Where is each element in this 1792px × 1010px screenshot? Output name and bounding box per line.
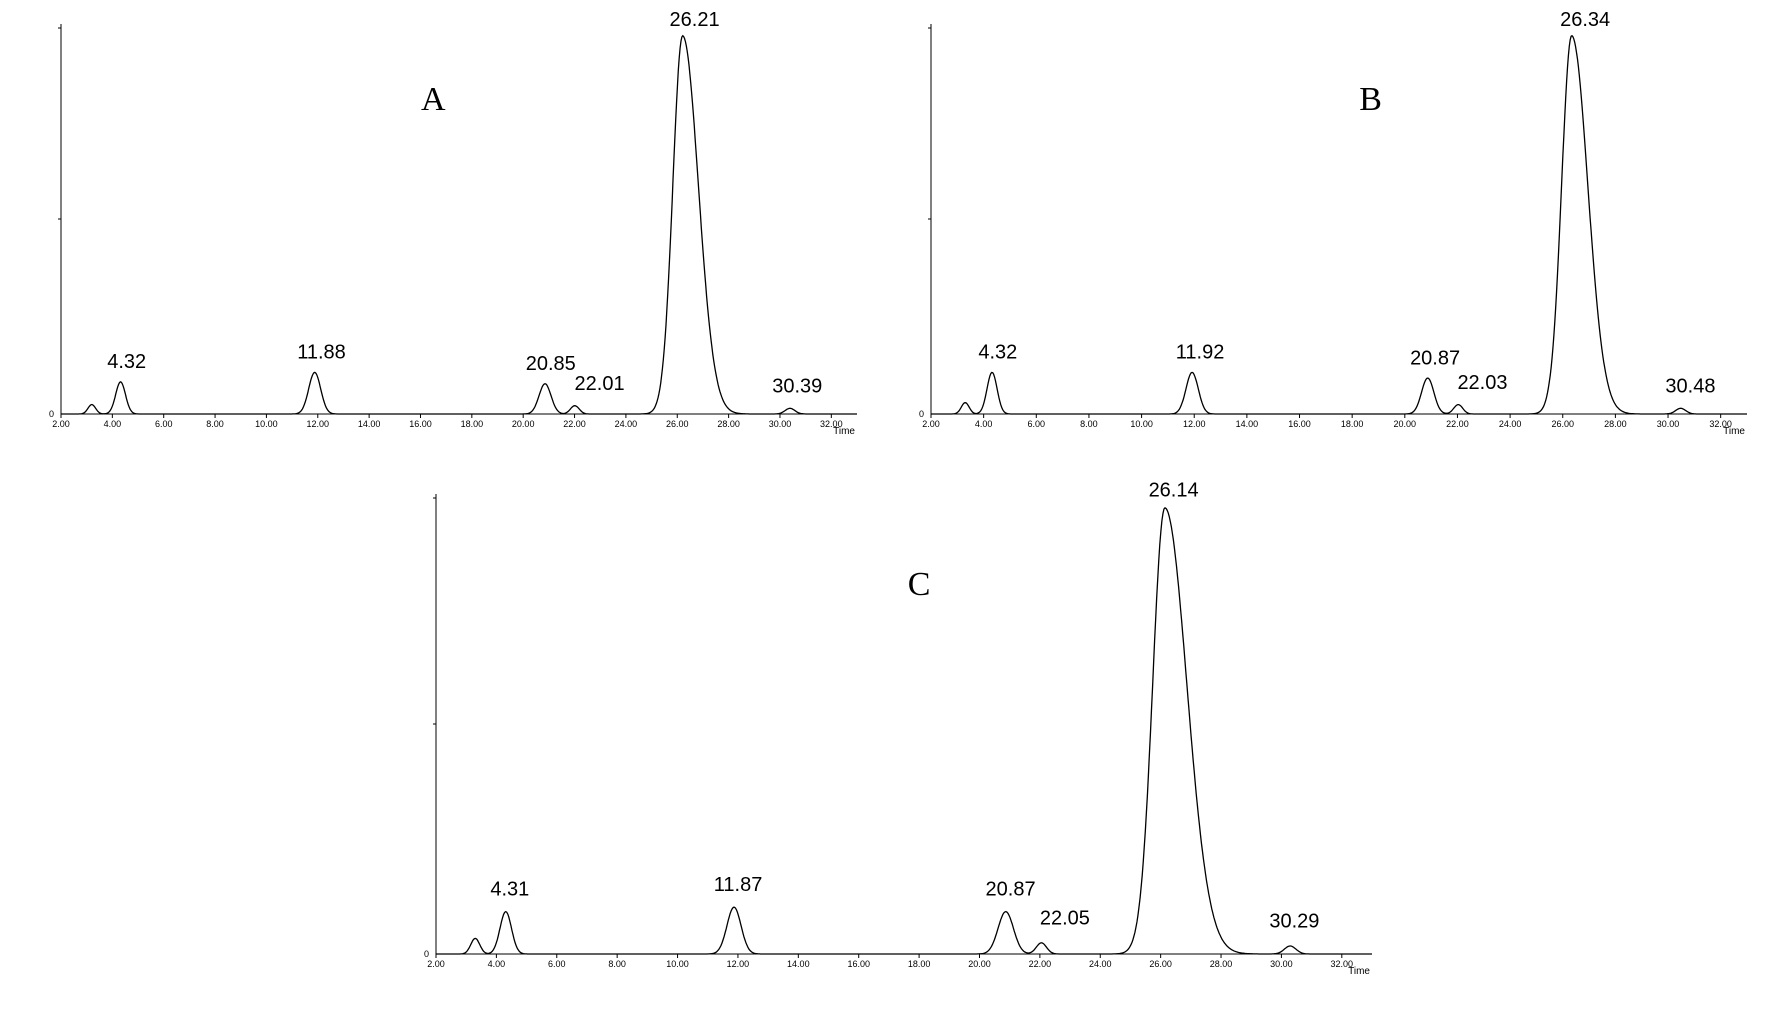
svg-text:11.88: 11.88 bbox=[297, 342, 346, 364]
svg-text:A: A bbox=[421, 81, 446, 118]
svg-text:4.32: 4.32 bbox=[978, 342, 1017, 364]
svg-text:22.00: 22.00 bbox=[1029, 959, 1052, 969]
svg-text:4.32: 4.32 bbox=[107, 351, 146, 373]
panel-b: 0 2.00 4.00 6.00 8.00 10.00 12.00 14.00 16.00 18… bbox=[905, 10, 1755, 440]
svg-text:6.00: 6.00 bbox=[548, 959, 566, 969]
svg-text:Time: Time bbox=[1723, 426, 1745, 437]
svg-text:20.87: 20.87 bbox=[986, 879, 1036, 901]
svg-text:11.87: 11.87 bbox=[714, 874, 763, 896]
svg-text:18.00: 18.00 bbox=[908, 959, 931, 969]
svg-text:B: B bbox=[1359, 81, 1382, 118]
svg-text:10.00: 10.00 bbox=[1130, 419, 1153, 429]
svg-text:6.00: 6.00 bbox=[1028, 419, 1046, 429]
chromatogram-figure: 0 2.00 4.00 6.00 8.00 10.00 12.00 14.00 16.00 18… bbox=[0, 0, 1792, 1010]
svg-text:20.00: 20.00 bbox=[1394, 419, 1417, 429]
svg-text:14.00: 14.00 bbox=[787, 959, 810, 969]
svg-text:0: 0 bbox=[919, 409, 924, 419]
svg-text:12.00: 12.00 bbox=[1183, 419, 1206, 429]
svg-text:14.00: 14.00 bbox=[358, 419, 381, 429]
svg-text:18.00: 18.00 bbox=[461, 419, 484, 429]
svg-text:14.00: 14.00 bbox=[1236, 419, 1259, 429]
svg-text:10.00: 10.00 bbox=[666, 959, 689, 969]
svg-text:26.21: 26.21 bbox=[670, 10, 720, 31]
chromatogram-trace bbox=[436, 508, 1372, 954]
svg-text:16.00: 16.00 bbox=[1288, 419, 1311, 429]
svg-text:22.05: 22.05 bbox=[1040, 907, 1090, 929]
svg-text:30.00: 30.00 bbox=[1270, 959, 1293, 969]
svg-text:12.00: 12.00 bbox=[307, 419, 330, 429]
svg-text:22.00: 22.00 bbox=[563, 419, 586, 429]
svg-text:8.00: 8.00 bbox=[1080, 419, 1098, 429]
svg-text:16.00: 16.00 bbox=[409, 419, 432, 429]
chromatogram-panel-a: 0 2.00 4.00 6.00 8.00 10.00 12.00 14.00 16.00 18… bbox=[35, 10, 865, 440]
svg-text:2.00: 2.00 bbox=[427, 959, 445, 969]
svg-text:26.00: 26.00 bbox=[1149, 959, 1172, 969]
svg-text:18.00: 18.00 bbox=[1341, 419, 1364, 429]
svg-text:4.00: 4.00 bbox=[488, 959, 506, 969]
svg-text:2.00: 2.00 bbox=[52, 419, 70, 429]
svg-text:C: C bbox=[908, 566, 931, 603]
svg-text:4.31: 4.31 bbox=[490, 879, 529, 901]
svg-text:16.00: 16.00 bbox=[847, 959, 870, 969]
svg-text:26.14: 26.14 bbox=[1149, 480, 1199, 501]
svg-text:24.00: 24.00 bbox=[1499, 419, 1522, 429]
svg-text:22.01: 22.01 bbox=[575, 373, 625, 395]
svg-text:20.00: 20.00 bbox=[968, 959, 991, 969]
svg-text:22.00: 22.00 bbox=[1446, 419, 1469, 429]
panel-c: 0 2.00 4.00 6.00 8.00 10.00 12.00 14.00 16.00 18… bbox=[410, 480, 1380, 980]
svg-text:30.48: 30.48 bbox=[1665, 376, 1715, 398]
svg-text:26.00: 26.00 bbox=[666, 419, 689, 429]
svg-text:0: 0 bbox=[424, 949, 429, 959]
svg-text:Time: Time bbox=[833, 426, 855, 437]
svg-text:20.87: 20.87 bbox=[1410, 347, 1460, 369]
svg-text:8.00: 8.00 bbox=[608, 959, 626, 969]
svg-text:12.00: 12.00 bbox=[727, 959, 750, 969]
svg-text:28.00: 28.00 bbox=[1604, 419, 1627, 429]
svg-text:2.00: 2.00 bbox=[922, 419, 940, 429]
svg-text:28.00: 28.00 bbox=[717, 419, 740, 429]
svg-text:20.00: 20.00 bbox=[512, 419, 535, 429]
svg-text:8.00: 8.00 bbox=[206, 419, 224, 429]
svg-text:4.00: 4.00 bbox=[975, 419, 993, 429]
svg-text:6.00: 6.00 bbox=[155, 419, 173, 429]
svg-text:26.00: 26.00 bbox=[1551, 419, 1574, 429]
svg-text:10.00: 10.00 bbox=[255, 419, 278, 429]
svg-text:20.85: 20.85 bbox=[526, 353, 576, 375]
svg-text:4.00: 4.00 bbox=[104, 419, 122, 429]
svg-text:Time: Time bbox=[1348, 966, 1370, 977]
chromatogram-panel-b: 0 2.00 4.00 6.00 8.00 10.00 12.00 14.00 16.00 18… bbox=[905, 10, 1755, 440]
svg-text:28.00: 28.00 bbox=[1210, 959, 1233, 969]
panel-a: 0 2.00 4.00 6.00 8.00 10.00 12.00 14.00 16.00 18… bbox=[35, 10, 865, 440]
svg-text:30.39: 30.39 bbox=[772, 376, 822, 398]
chromatogram-panel-c: 0 2.00 4.00 6.00 8.00 10.00 12.00 14.00 16.00 18… bbox=[410, 480, 1380, 980]
svg-text:24.00: 24.00 bbox=[615, 419, 638, 429]
chromatogram-trace bbox=[61, 36, 857, 414]
svg-text:30.29: 30.29 bbox=[1269, 911, 1319, 933]
svg-text:30.00: 30.00 bbox=[1657, 419, 1680, 429]
svg-text:30.00: 30.00 bbox=[769, 419, 792, 429]
svg-text:24.00: 24.00 bbox=[1089, 959, 1112, 969]
chromatogram-trace bbox=[931, 36, 1747, 414]
svg-text:11.92: 11.92 bbox=[1176, 342, 1225, 364]
svg-text:22.03: 22.03 bbox=[1457, 372, 1507, 394]
svg-text:26.34: 26.34 bbox=[1560, 10, 1610, 31]
svg-text:0: 0 bbox=[49, 409, 54, 419]
